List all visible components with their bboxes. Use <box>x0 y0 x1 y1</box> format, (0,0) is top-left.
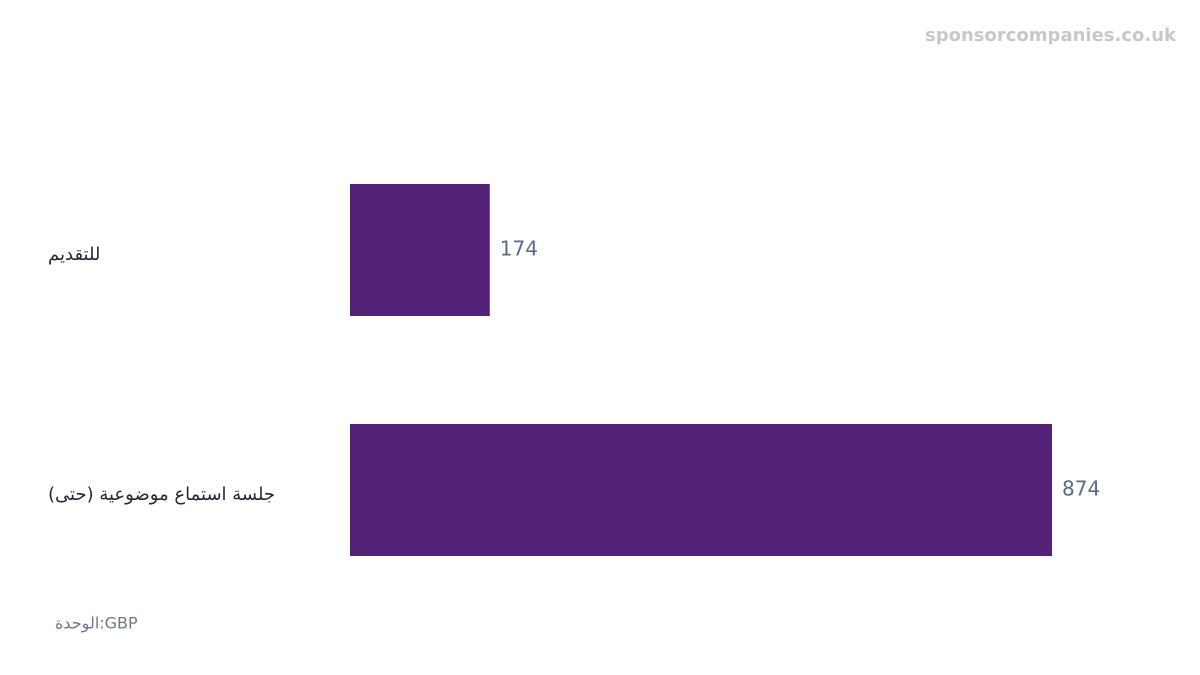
category-label: جلسة استماع موضوعية (حتى) <box>48 484 275 505</box>
category-label: للتقديم <box>48 244 100 265</box>
value-label: 174 <box>500 237 538 261</box>
bar <box>350 424 1052 556</box>
value-label: 874 <box>1062 477 1100 501</box>
bar <box>350 184 490 316</box>
unit-label: الوحدة:GBP <box>55 614 138 634</box>
watermark: sponsorcompanies.co.uk <box>925 25 1177 46</box>
